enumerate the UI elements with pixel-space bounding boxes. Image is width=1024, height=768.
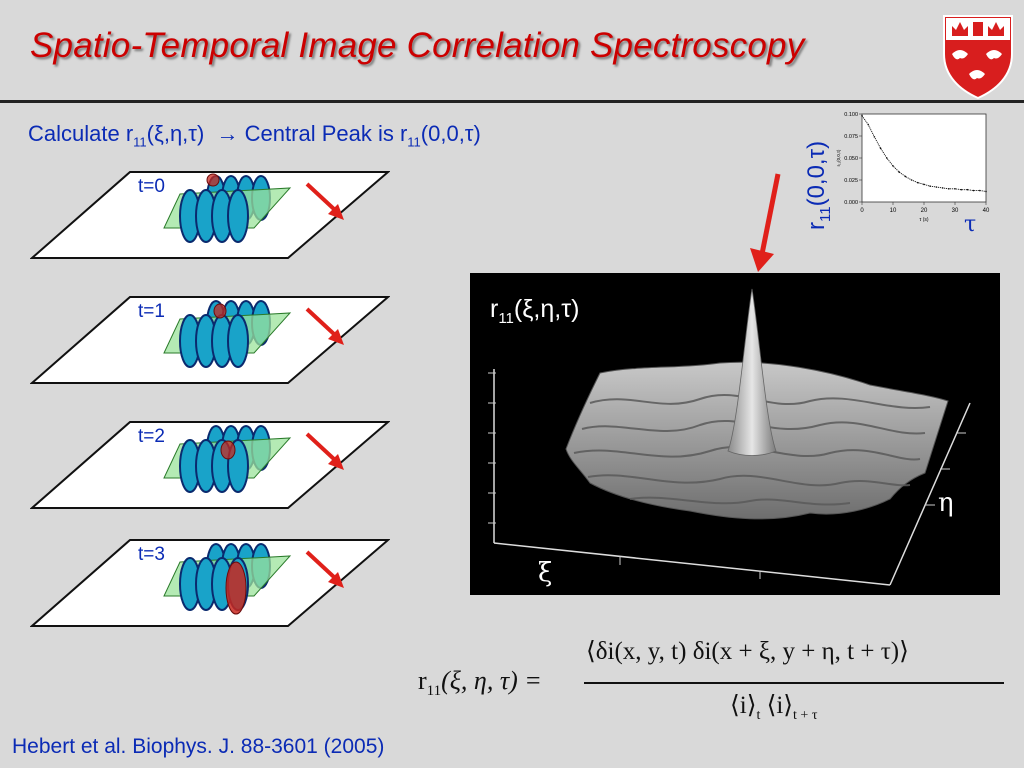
subtitle-prefix: Calculate r [28, 121, 134, 146]
mini-data-point [879, 147, 882, 150]
mini-ytick-label: 0.000 [844, 200, 858, 206]
mini-data-point [941, 187, 944, 189]
mini-plot-tau-label: τ [964, 212, 977, 237]
svg-text:r11(0,0,τ): r11(0,0,τ) [803, 141, 834, 230]
subtitle-middle: Central Peak is r [238, 121, 408, 146]
citation: Hebert et al. Biophys. J. 88-3601 (2005) [12, 735, 385, 758]
mini-data-point [892, 165, 894, 167]
mini-xtick-label: 0 [860, 208, 864, 214]
mini-data-point [948, 188, 950, 190]
mini-ytick-label: 0.100 [844, 112, 858, 118]
subtitle-args2: (0,0,τ) [420, 121, 481, 146]
eta-axis-label: η [938, 488, 954, 518]
mini-xtick-label: 40 [983, 208, 990, 214]
title-divider [0, 100, 1024, 103]
mini-data-point [886, 157, 888, 159]
formula-denominator: ⟨i⟩t ⟨i⟩t + τ [730, 692, 818, 723]
fraction-bar [584, 682, 1004, 684]
mini-ytick-label: 0.025 [844, 178, 858, 184]
mini-data-point [972, 189, 975, 192]
correlation-surface-plot [470, 273, 1000, 595]
mini-data-point [861, 114, 863, 117]
surface-graphic [488, 288, 971, 586]
surface-plot-label: r11(ξ,η,τ) [490, 295, 580, 327]
frame-0 [30, 171, 390, 259]
mini-plot-frame [861, 113, 987, 203]
mini-data-point [917, 181, 919, 184]
mini-data-point [954, 188, 956, 190]
frame-1 [30, 296, 390, 384]
subtitle-arrow: → [216, 121, 239, 146]
mini-data-point [985, 190, 987, 193]
subtitle: Calculate r11(ξ,η,τ) → Central Peak is r… [28, 121, 481, 149]
subtitle-args1: (ξ,η,τ) [146, 121, 205, 146]
subtitle-sub2: 11 [407, 134, 421, 150]
mini-data-point [929, 185, 931, 187]
xi-axis-label: ξ [538, 558, 553, 588]
mini-xtick-label: 20 [921, 208, 928, 214]
frame-label-1: t=1 [138, 301, 165, 322]
mini-xtick-label: 10 [890, 208, 897, 214]
mini-data-point [979, 189, 981, 192]
mini-ytick-label: 0.075 [844, 134, 858, 140]
frame-label-2: t=2 [138, 426, 165, 447]
frame-2 [30, 421, 390, 509]
university-crest-logo [943, 15, 1013, 100]
frame-label-0: t=0 [138, 176, 165, 197]
formula-lhs: r11(ξ, η, τ) = [418, 666, 542, 700]
subtitle-sub1: 11 [133, 134, 147, 150]
frame-label-3: t=3 [138, 544, 165, 565]
mini-data-point [904, 175, 907, 178]
frame-3 [30, 539, 390, 627]
mini-y-title: r₁₁(0,0,τ) [836, 149, 841, 166]
mini-ytick-label: 0.050 [844, 156, 858, 162]
mini-decay-plot: 0 10 20 30 40 0.000 0.025 0.050 0.075 0.100 τ (s) r… [836, 112, 990, 223]
mini-data-point [960, 188, 962, 191]
mini-data-point [966, 188, 969, 191]
mini-data-point [935, 186, 938, 188]
mini-data-point [898, 171, 900, 173]
slide-title: Spatio-Temporal Image Correlation Spectr… [30, 26, 805, 65]
peak-pointer-arrow [750, 173, 781, 272]
mini-data-point [923, 183, 925, 186]
mini-xtick-label: 30 [952, 208, 959, 214]
mini-data-point [910, 179, 913, 181]
mini-x-title: τ (s) [919, 217, 929, 223]
formula-numerator: ⟨δi(x, y, t) δi(x + ξ, y + η, t + τ)⟩ [586, 638, 909, 665]
mini-data-point [867, 123, 869, 126]
mini-data-point [873, 136, 876, 138]
mini-plot-ylabel: r11(0,0,τ) [803, 141, 834, 230]
correlation-formula: r11(ξ, η, τ) = ⟨δi(x, y, t) δi(x + ξ, y … [418, 632, 1018, 732]
